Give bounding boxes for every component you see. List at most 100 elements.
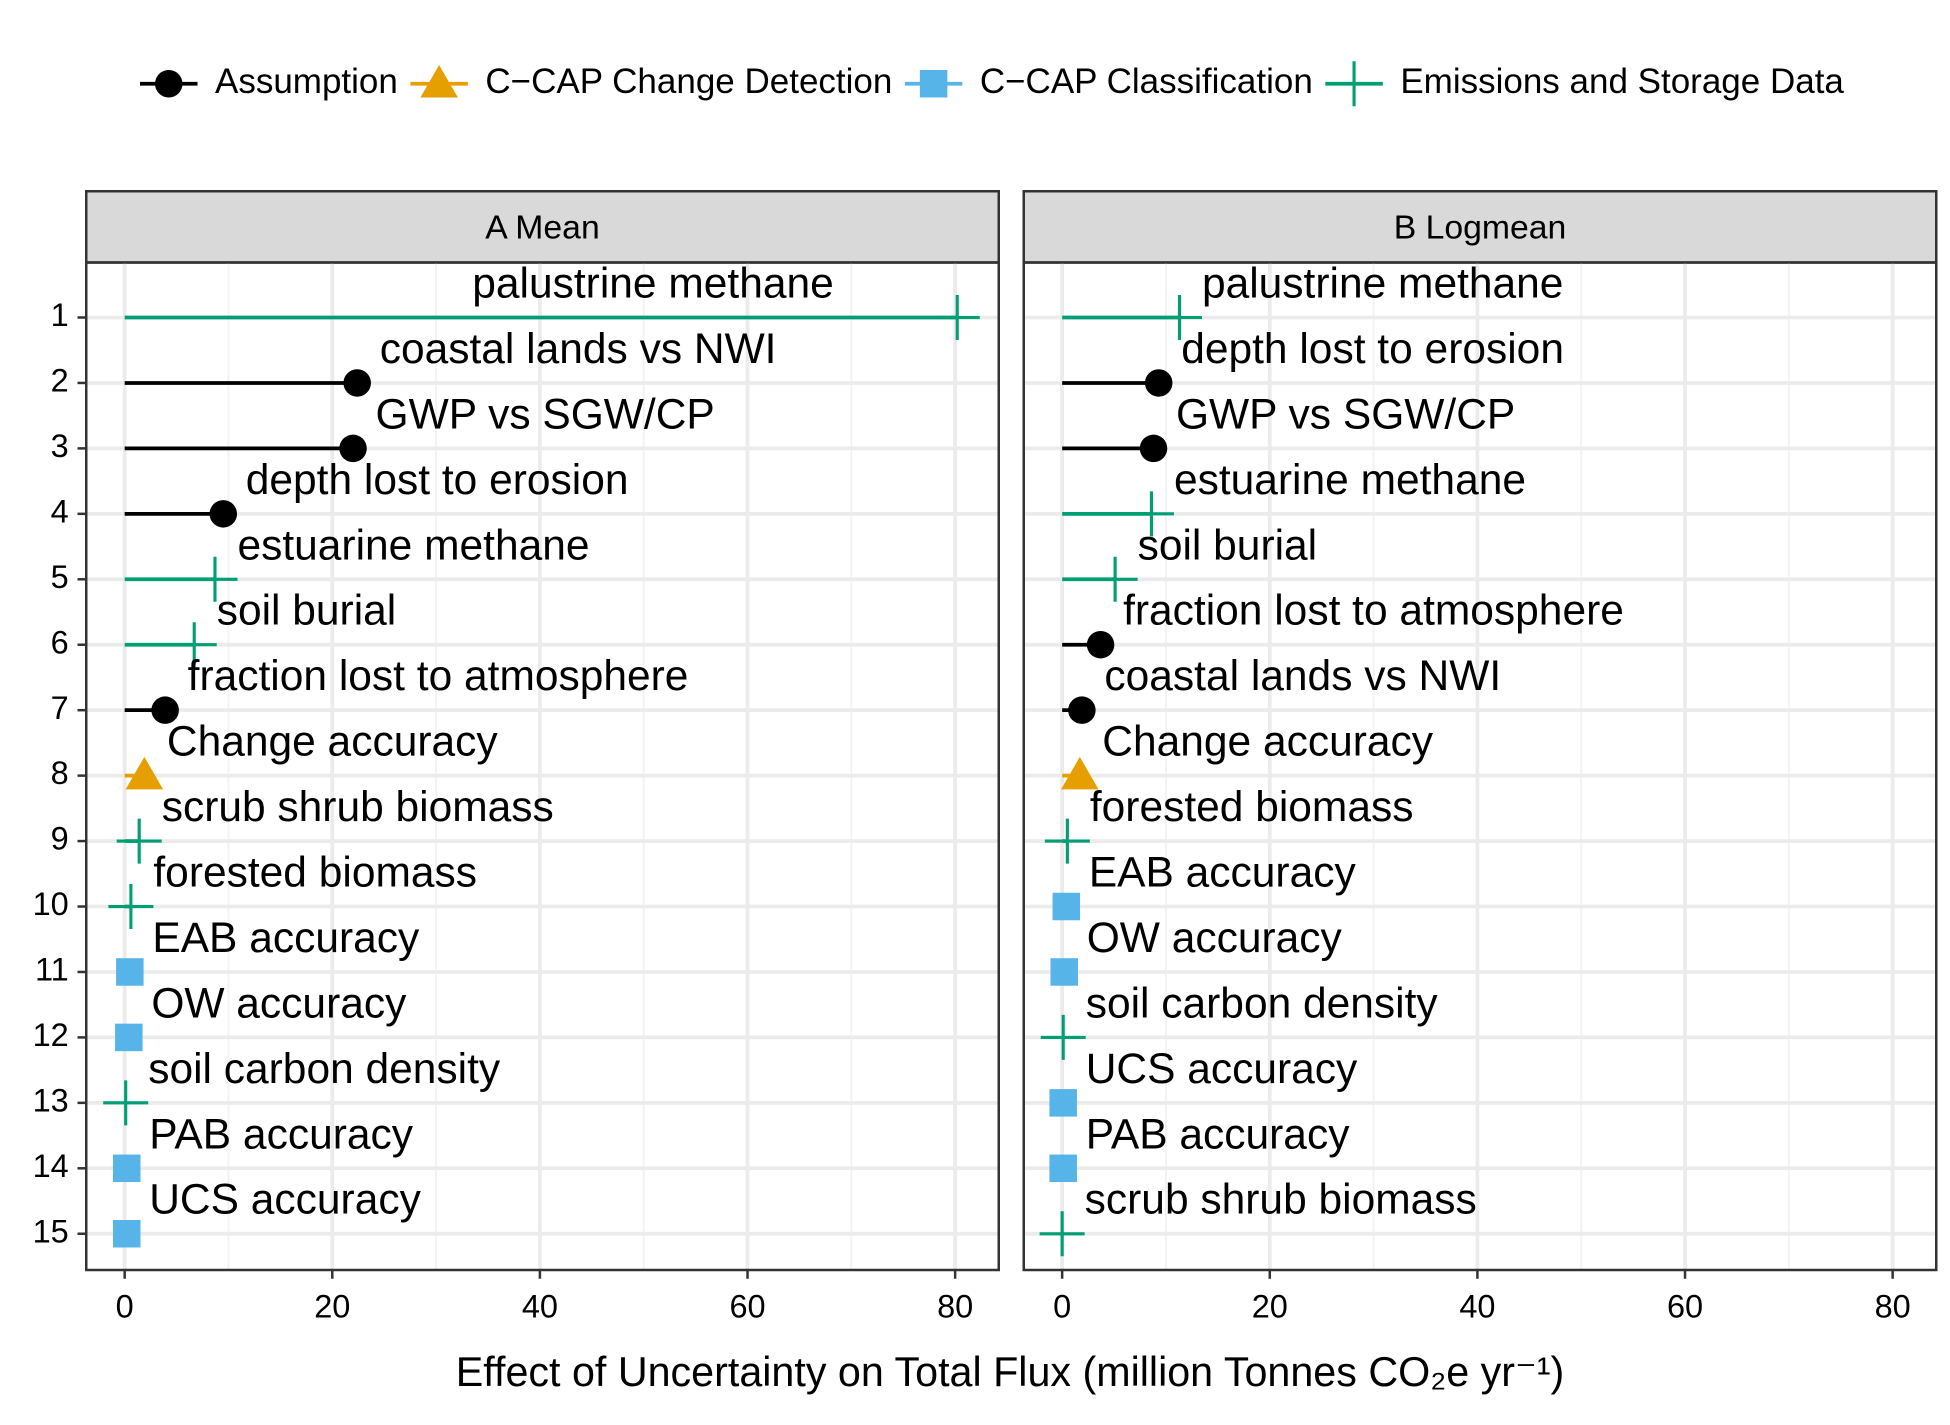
point <box>1044 818 1090 864</box>
x-tick-label: 0 <box>1053 1288 1071 1324</box>
point <box>1049 1154 1077 1183</box>
point-label: coastal lands vs NWI <box>380 326 777 373</box>
y-tick-label: 12 <box>33 1017 69 1053</box>
x-tick-label: 40 <box>522 1288 558 1324</box>
point-label: estuarine methane <box>1174 457 1526 504</box>
point-label: PAB accuracy <box>1086 1111 1351 1158</box>
point-label: PAB accuracy <box>149 1111 414 1158</box>
point-label: OW accuracy <box>151 980 407 1027</box>
panel-border <box>1022 261 1938 1272</box>
point <box>1092 556 1138 602</box>
point <box>192 556 238 602</box>
point-label: fraction lost to atmosphere <box>188 653 689 700</box>
x-tick-label: 0 <box>116 1288 134 1324</box>
legend-key-marker <box>155 70 183 98</box>
x-tick-label: 40 <box>1459 1288 1495 1324</box>
x-tick-label: 80 <box>1875 1288 1911 1324</box>
point <box>125 756 164 790</box>
point <box>103 1080 149 1126</box>
point-label: forested biomass <box>153 850 477 897</box>
y-tick-label: 3 <box>51 428 69 464</box>
point <box>339 434 367 463</box>
point <box>1128 491 1174 537</box>
y-tick-label: 15 <box>33 1213 69 1249</box>
point <box>151 696 179 724</box>
point <box>1139 434 1168 463</box>
y-tick-label: 13 <box>33 1082 69 1118</box>
y-tick-label: 14 <box>33 1148 69 1184</box>
point <box>1156 295 1202 340</box>
legend-key-marker <box>1331 61 1377 107</box>
x-tick-label: 80 <box>937 1288 973 1324</box>
point <box>108 884 154 930</box>
point-label: Change accuracy <box>167 719 498 766</box>
point-label: soil burial <box>1138 522 1318 569</box>
legend-key-marker <box>919 70 948 98</box>
y-tick-label: 1 <box>51 297 69 333</box>
x-tick-label: 20 <box>314 1288 350 1324</box>
point <box>1050 958 1078 986</box>
point <box>116 958 144 986</box>
point-label: GWP vs SGW/CP <box>376 391 715 438</box>
legend-label: Emissions and Storage Data <box>1400 62 1844 101</box>
point <box>1049 1089 1077 1117</box>
point-label: scrub shrub biomass <box>162 784 554 831</box>
point-label: depth lost to erosion <box>1181 326 1564 373</box>
point <box>1144 369 1173 397</box>
point-label: UCS accuracy <box>1086 1046 1358 1093</box>
point-label: scrub shrub biomass <box>1085 1177 1477 1224</box>
point <box>209 500 238 528</box>
point <box>1040 1014 1086 1060</box>
y-tick-label: 8 <box>51 755 69 791</box>
point-label: estuarine methane <box>237 522 589 569</box>
legend-label: Assumption <box>215 62 398 101</box>
strip <box>1022 190 1938 264</box>
point <box>934 295 980 340</box>
strip-title: B Logmean <box>1394 208 1567 246</box>
y-tick-label: 10 <box>33 886 69 922</box>
y-tick-label: 7 <box>51 690 69 726</box>
x-tick-label: 60 <box>729 1288 765 1324</box>
point-label: forested biomass <box>1090 784 1414 831</box>
point-label: OW accuracy <box>1087 915 1343 962</box>
y-tick-label: 4 <box>51 493 69 529</box>
point-label: coastal lands vs NWI <box>1104 653 1501 700</box>
y-tick-label: 9 <box>51 821 69 857</box>
point-label: palustrine methane <box>1202 260 1563 307</box>
x-tick-label: 60 <box>1667 1288 1703 1324</box>
point <box>1061 756 1099 790</box>
legend-label: C−CAP Classification <box>980 62 1313 101</box>
point <box>1068 696 1096 724</box>
point-label: UCS accuracy <box>149 1177 421 1224</box>
point <box>1086 630 1115 659</box>
point-label: palustrine methane <box>472 260 833 307</box>
point-label: EAB accuracy <box>152 915 420 962</box>
legend-key-marker <box>420 65 458 98</box>
point-label: soil carbon density <box>148 1046 501 1093</box>
panel-border <box>85 261 1000 1272</box>
point-label: soil carbon density <box>1086 980 1439 1027</box>
point-label: Change accuracy <box>1102 719 1433 766</box>
point <box>1052 892 1081 921</box>
point-label: depth lost to erosion <box>246 457 629 504</box>
point <box>115 1023 143 1052</box>
point <box>116 818 162 864</box>
y-tick-label: 6 <box>51 624 69 660</box>
point <box>171 622 217 668</box>
x-tick-label: 20 <box>1252 1288 1288 1324</box>
x-axis-label: Effect of Uncertainty on Total Flux (mil… <box>456 1349 1564 1395</box>
point <box>112 1220 141 1248</box>
legend-label: C−CAP Change Detection <box>485 62 892 101</box>
point <box>112 1154 141 1183</box>
strip-title: A Mean <box>485 208 599 246</box>
y-tick-label: 2 <box>51 363 69 399</box>
point-label: soil burial <box>217 588 397 635</box>
point-label: fraction lost to atmosphere <box>1123 588 1624 635</box>
point-label: GWP vs SGW/CP <box>1176 391 1515 438</box>
point-label: EAB accuracy <box>1089 850 1357 897</box>
y-tick-label: 5 <box>51 559 69 595</box>
y-tick-label: 11 <box>35 952 69 988</box>
point <box>1039 1211 1085 1257</box>
point <box>343 369 371 397</box>
